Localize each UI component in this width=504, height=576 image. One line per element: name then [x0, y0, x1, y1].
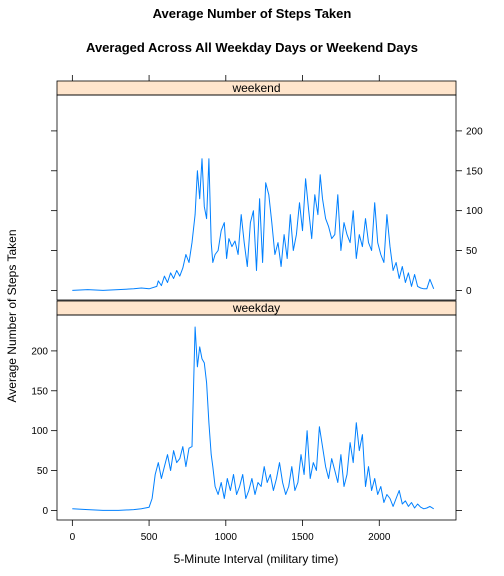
y-axis-label: Average Number of Steps Taken — [5, 230, 19, 403]
panel-weekend: weekend 0 50 100 150 200 — [51, 80, 483, 301]
chart-title: Average Number of Steps Taken — [153, 6, 352, 21]
y-tick-label: 200 — [31, 346, 48, 357]
x-tick-label: 1000 — [215, 532, 238, 543]
y-tick-label: 200 — [466, 126, 483, 137]
series-line-weekday — [72, 326, 434, 511]
y-tick-label: 150 — [466, 166, 483, 177]
y-tick-label: 0 — [42, 506, 48, 517]
panels-group: weekend 0 50 100 150 200 weekday 0 50 100 150 200 — [31, 80, 483, 521]
x-tick-label: 2000 — [368, 532, 391, 543]
y-tick-label: 100 — [31, 426, 48, 437]
series-line-weekend — [72, 158, 435, 291]
strip-label-weekday: weekday — [232, 301, 280, 315]
panel-frame-weekend — [56, 94, 457, 301]
x-axis-label: 5-Minute Interval (military time) — [174, 552, 339, 566]
x-axis: 0 500 1000 1500 2000 — [70, 75, 391, 543]
y-tick-label: 100 — [466, 206, 483, 217]
y-tick-label: 0 — [466, 286, 472, 297]
panel-frame-weekday — [56, 314, 457, 521]
x-tick-label: 0 — [70, 532, 76, 543]
x-tick-label: 1500 — [291, 532, 314, 543]
y-tick-label: 150 — [31, 386, 48, 397]
y-tick-label: 50 — [37, 466, 49, 477]
panel-weekday: weekday 0 50 100 150 200 — [31, 300, 462, 521]
strip-label-weekend: weekend — [231, 81, 280, 95]
y-tick-label: 50 — [466, 246, 478, 257]
chart-subtitle: Averaged Across All Weekday Days or Week… — [86, 40, 418, 55]
x-tick-label: 500 — [141, 532, 158, 543]
